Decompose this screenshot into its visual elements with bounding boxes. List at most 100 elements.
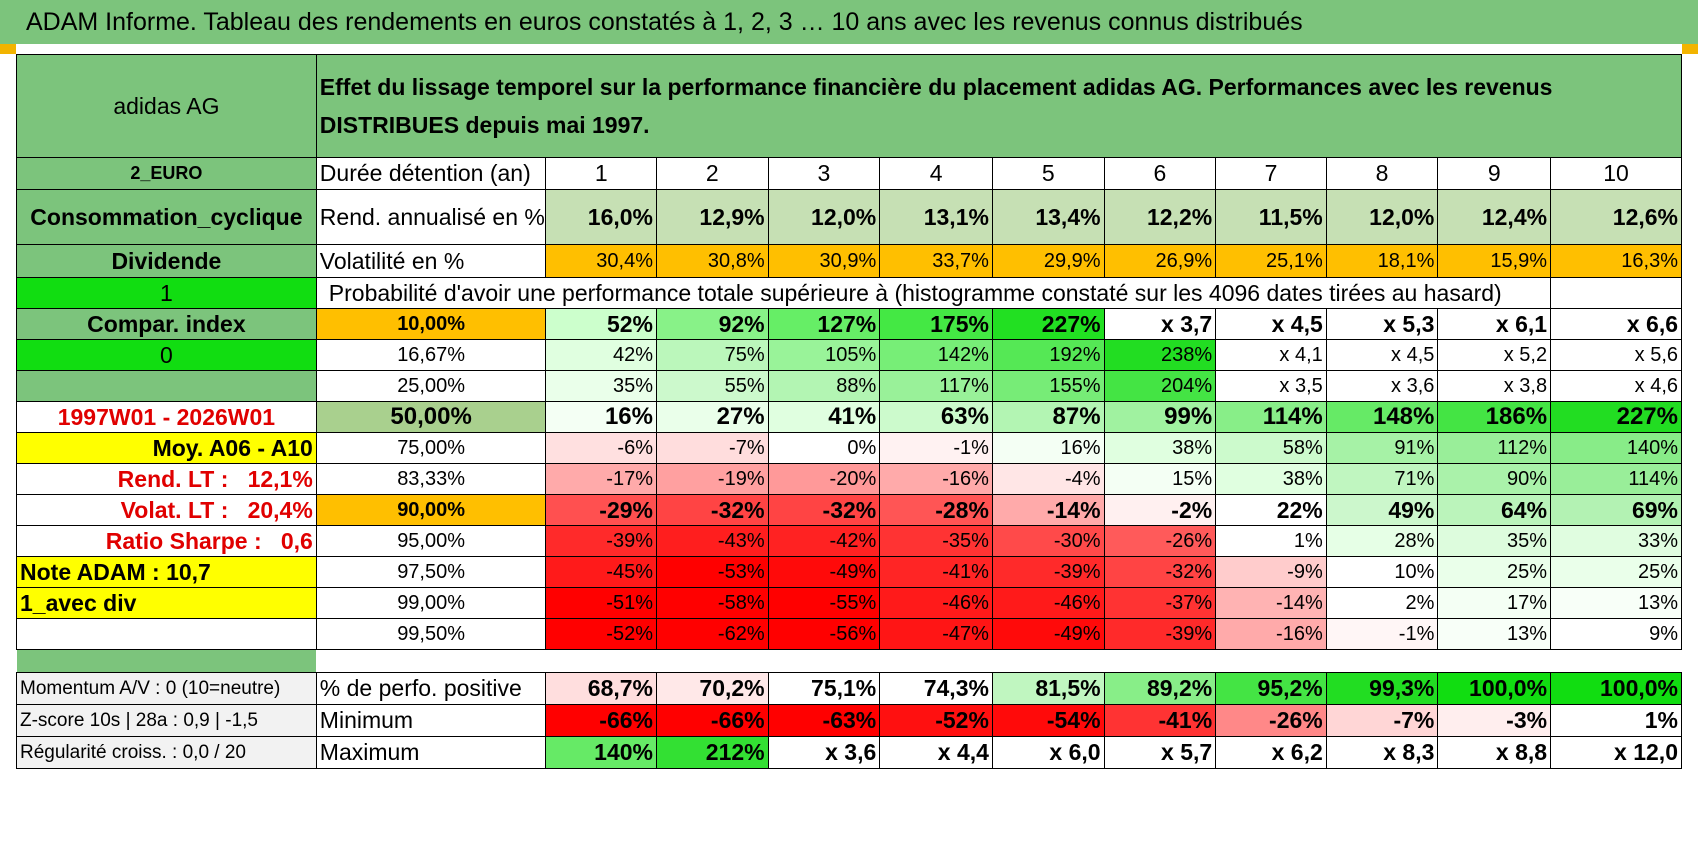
bottom-value: -66%	[656, 704, 769, 737]
sharpe-cell: Ratio Sharpe : 0,6	[16, 525, 317, 557]
percentile-value-text: 38%	[1172, 436, 1213, 459]
bottom-value-text: 68,7%	[587, 675, 653, 701]
percentile-value-text: 92%	[718, 310, 765, 337]
percentile-value: -26%	[1103, 525, 1217, 557]
bottom-value: 140%	[545, 736, 657, 769]
percentile-value-text: 17%	[1507, 591, 1548, 614]
bottom-label-cell: % de perfo. positive	[315, 672, 547, 705]
dist-cell: Dividende	[16, 244, 317, 278]
bottom-value: x 12,0	[1550, 736, 1682, 769]
zscore-label: Z-score 10s | 28a : 0,9 | -1,5	[20, 709, 258, 731]
percentile-value: 227%	[991, 308, 1105, 340]
percentile-value-text: 63%	[940, 403, 989, 430]
percentile-value-text: 142%	[937, 343, 989, 366]
percentile-value: 22%	[1215, 494, 1327, 526]
percentile-value-text: -62%	[717, 622, 765, 645]
percentile-value: 64%	[1437, 494, 1552, 526]
percentile-value: x 3,5	[1215, 370, 1327, 402]
percentile-value-text: -2%	[1171, 496, 1213, 523]
percentile-value: -47%	[879, 618, 993, 650]
percentile-value: -52%	[545, 618, 657, 650]
currency-label: 2_EURO	[130, 163, 203, 183]
percentile-value: -16%	[1215, 618, 1327, 650]
percentile-value-text: -46%	[1053, 591, 1101, 614]
bottom-value: x 8,3	[1325, 736, 1439, 769]
bottom-value-text: 212%	[705, 739, 765, 765]
percentile-value-text: x 3,8	[1503, 374, 1548, 397]
percentile-value-text: -51%	[606, 591, 653, 614]
percentile-value: -45%	[545, 556, 657, 588]
percentile-value-text: 114%	[1262, 403, 1323, 430]
header-description-cell: Effet du lissage temporel sur la perform…	[315, 54, 1683, 158]
percentile-value-text: 25%	[1507, 560, 1548, 583]
percentile-row: Note ADAM : 10,7 97,50% -45% -53% -49% -41% -3…	[16, 556, 1682, 588]
bottom-value: 74,3%	[879, 672, 993, 705]
percentile-value: 105%	[767, 339, 881, 371]
percentile-value-text: 227%	[1616, 403, 1678, 430]
percentile-value: 35%	[1437, 525, 1552, 557]
prob-title-row: 1 Probabilité d'avoir une performance to…	[16, 277, 1682, 309]
percentile-value: 28%	[1325, 525, 1439, 557]
percentile-label: 83,33%	[397, 467, 466, 490]
year-10: 10	[1550, 157, 1682, 190]
percentile-value-text: x 6,1	[1495, 310, 1548, 337]
percentile-value: -30%	[991, 525, 1105, 557]
vol-value: 25,1%	[1215, 244, 1327, 278]
year-7: 7	[1215, 157, 1327, 190]
percentile-value: 75%	[656, 339, 769, 371]
percentile-value-text: 91%	[1394, 436, 1435, 459]
percentile-value: 55%	[656, 370, 769, 402]
percentile-value: 13%	[1550, 587, 1682, 619]
percentile-value-text: 15%	[1172, 467, 1213, 490]
percentile-value: -39%	[991, 556, 1105, 588]
percentile-value-text: 227%	[1041, 310, 1101, 337]
year-9: 9	[1437, 157, 1552, 190]
bottom-value: -7%	[1325, 704, 1439, 737]
percentile-value: -17%	[545, 463, 657, 495]
percentile-value-text: 90%	[1507, 467, 1548, 490]
percentile-value: 127%	[767, 308, 881, 340]
percentile-value: 204%	[1103, 370, 1217, 402]
percentile-value: 58%	[1215, 432, 1327, 464]
percentile-value-text: -7%	[729, 436, 765, 459]
percentile-value-text: x 4,6	[1634, 374, 1678, 397]
percentile-value: 16%	[545, 401, 657, 433]
percentile-value-text: 38%	[1282, 467, 1323, 490]
percentile-value: x 4,5	[1325, 339, 1439, 371]
percentile-value-text: 28%	[1394, 529, 1435, 552]
percentile-value: -39%	[1103, 618, 1217, 650]
percentile-cell: 95,00%	[315, 525, 547, 557]
percentile-value-text: x 6,6	[1626, 310, 1678, 337]
percentile-value: -49%	[991, 618, 1105, 650]
percentile-value-text: 88%	[836, 374, 877, 397]
percentile-cell: 50,00%	[315, 401, 547, 433]
percentile-value-text: 175%	[930, 310, 989, 337]
rend-value: 12,0%	[1325, 189, 1439, 245]
percentile-value: x 6,1	[1437, 308, 1552, 340]
percentile-value: -19%	[656, 463, 769, 495]
header-description: Effet du lissage temporel sur la perform…	[319, 74, 1553, 138]
percentile-value: 142%	[879, 339, 993, 371]
bottom-value-text: x 6,0	[1049, 739, 1101, 765]
header-row: adidas AG Effet du lissage temporel sur …	[16, 54, 1683, 158]
percentile-value-text: -32%	[822, 496, 877, 523]
percentile-value: 192%	[991, 339, 1105, 371]
percentile-value-text: 9%	[1649, 622, 1678, 645]
year-4: 4	[879, 157, 993, 190]
percentile-value-text: -39%	[606, 529, 653, 552]
bottom-value-text: x 5,7	[1161, 739, 1213, 765]
bottom-value-text: -66%	[599, 707, 653, 733]
rend-lt-cell: Rend. LT : 12,1%	[16, 463, 317, 495]
zero-value-cell: 0	[16, 339, 317, 371]
bottom-value-text: -41%	[1158, 707, 1213, 733]
percentile-value: 114%	[1215, 401, 1327, 433]
percentile-value: x 5,6	[1550, 339, 1682, 371]
percentile-value: 112%	[1437, 432, 1552, 464]
percentile-value-text: -37%	[1165, 591, 1213, 614]
percentile-value-text: -17%	[606, 467, 653, 490]
bottom-value-text: 75,1%	[811, 675, 877, 701]
period-label-cell: 1997W01 - 2026W01	[16, 401, 317, 433]
rend-value: 12,6%	[1550, 189, 1682, 245]
rend-lt-value: 12,1%	[247, 465, 313, 492]
bottom-label-cell: Maximum	[315, 736, 547, 769]
